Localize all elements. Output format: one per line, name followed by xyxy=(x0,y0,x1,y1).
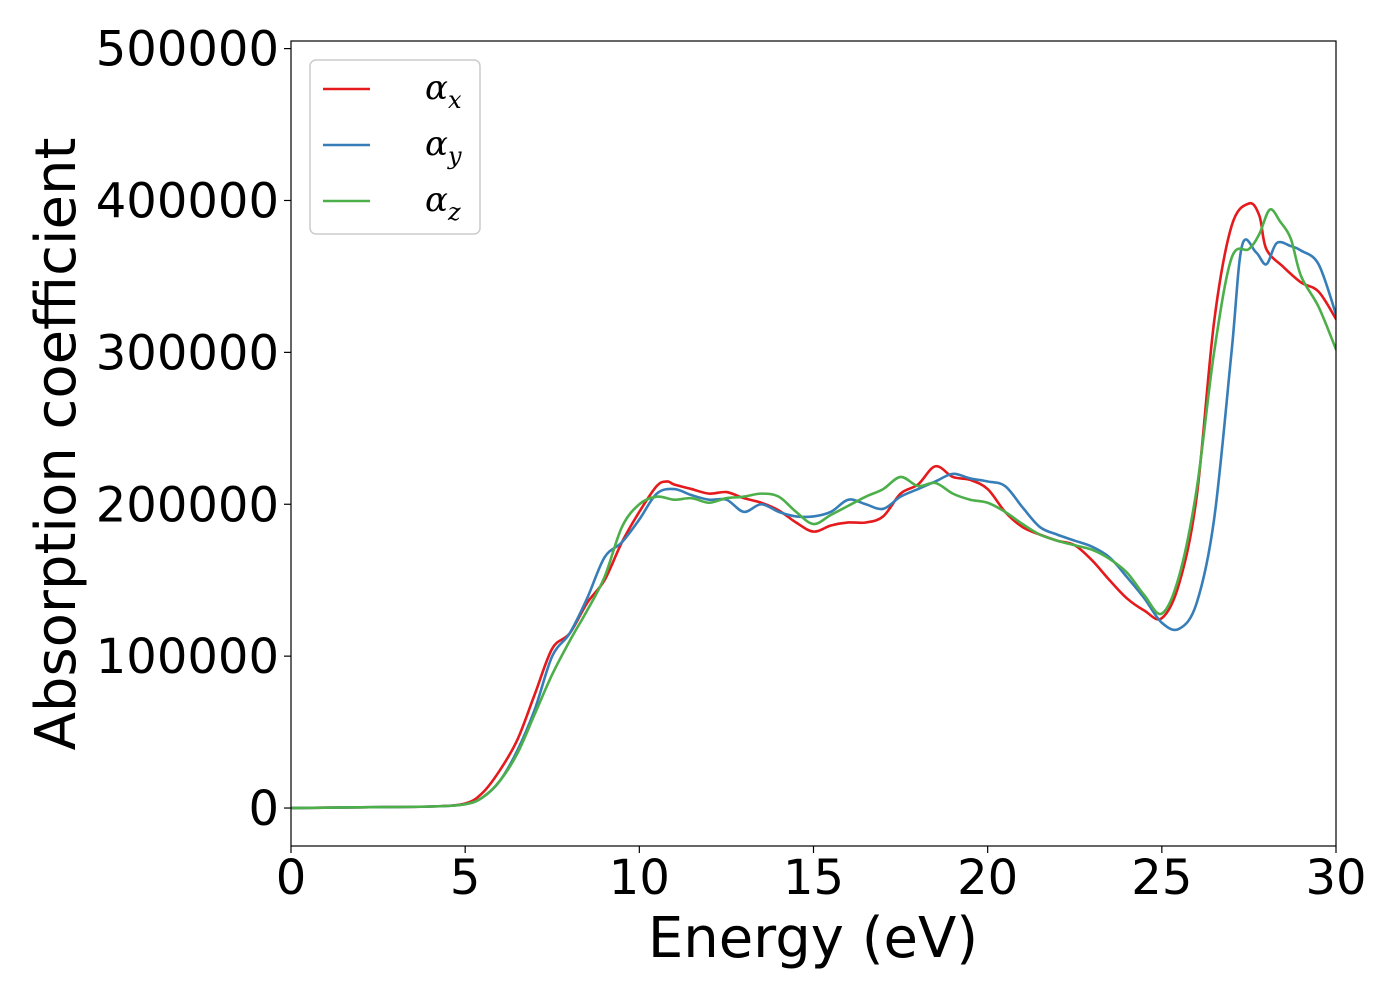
legend-symbol: α xyxy=(425,124,448,164)
series-line-z xyxy=(291,208,1336,810)
x-tick-label: 15 xyxy=(783,850,844,906)
x-tick-label: 5 xyxy=(450,850,481,906)
y-tick-label: 200000 xyxy=(96,477,279,533)
x-axis-ticks: 0 5 10 15 20 25 30 xyxy=(276,846,1367,906)
x-axis-label: Energy (eV) xyxy=(648,906,978,971)
x-tick-label: 30 xyxy=(1305,850,1366,906)
y-axis-ticks: 0 100000 200000 300000 400000 500000 xyxy=(96,22,291,837)
legend-box xyxy=(309,59,481,235)
legend-subscript: x xyxy=(448,86,462,114)
legend-subscript: z xyxy=(447,198,461,226)
legend-symbol: α xyxy=(425,180,448,220)
series-layer xyxy=(291,201,1336,810)
legend-label-y: αy xyxy=(425,124,462,170)
x-tick-label: 10 xyxy=(609,850,670,906)
series-line-y xyxy=(291,238,1336,810)
y-tick-label: 400000 xyxy=(96,173,279,229)
legend-subscript: y xyxy=(447,142,462,170)
x-tick-label: 25 xyxy=(1131,850,1192,906)
y-axis-label: Absorption coefficient xyxy=(24,138,89,751)
y-tick-label: 100000 xyxy=(96,629,279,685)
x-tick-label: 0 xyxy=(276,850,307,906)
y-tick-label: 0 xyxy=(248,781,279,837)
x-tick-label: 20 xyxy=(957,850,1018,906)
y-tick-label: 300000 xyxy=(96,325,279,381)
legend-label-z: αz xyxy=(425,180,461,226)
y-tick-label: 500000 xyxy=(96,22,279,78)
legend-symbol: α xyxy=(425,68,448,108)
legend-label-x: αx xyxy=(425,68,462,114)
